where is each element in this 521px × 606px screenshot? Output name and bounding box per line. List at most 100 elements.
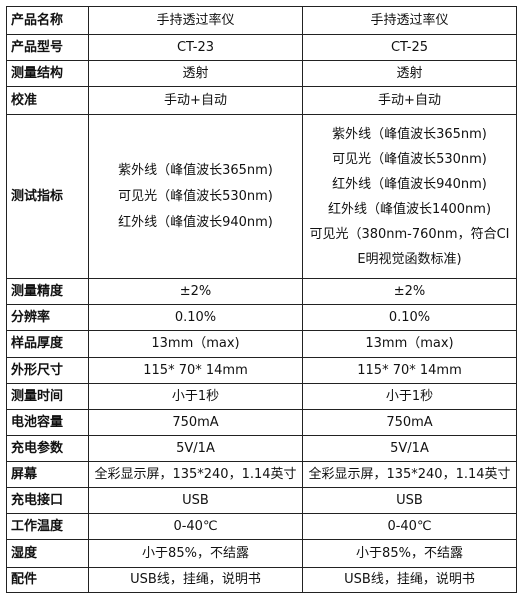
value-text: 全彩显示屏，135*240，1.14英寸 [308, 466, 511, 482]
value-line: 可见光（峰值波长530nm) [118, 188, 273, 204]
row-label: 测量时间 [6, 383, 89, 410]
value-text: 全彩显示屏，135*240，1.14英寸 [94, 466, 297, 482]
value-text: 手动+自动 [378, 92, 441, 108]
ct23-value-cell: 5V/1A [88, 435, 303, 462]
ct23-value-cell: 透射 [88, 60, 303, 87]
value-text: 手持透过率仪 [156, 12, 235, 28]
ct25-value-cell: 紫外线（峰值波长365nm) 可见光（峰值波长530nm) 红外线（峰值波长940n… [302, 114, 517, 279]
ct25-value-cell: 750mA [302, 409, 517, 436]
row-label: 电池容量 [6, 409, 89, 436]
ct23-value-cell: 750mA [88, 409, 303, 436]
table-row: 产品名称 手持透过率仪 手持透过率仪 [6, 6, 517, 35]
table-row: 产品型号 CT-23 CT-25 [6, 34, 517, 61]
row-label: 外形尺寸 [6, 357, 89, 384]
ct23-value-cell: 0.10% [88, 304, 303, 331]
row-label: 测试指标 [6, 114, 89, 279]
row-label: 测量精度 [6, 278, 89, 305]
row-label: 校准 [6, 86, 89, 115]
value-text: 5V/1A [176, 440, 215, 456]
value-text: 小于1秒 [171, 388, 220, 404]
value-text: USB [182, 492, 209, 508]
table-row: 工作温度 0-40℃ 0-40℃ [6, 513, 517, 540]
ct23-value-cell: USB线，挂绳，说明书 [88, 567, 303, 593]
ct25-value-cell: 13mm（max) [302, 330, 517, 358]
row-label: 测量结构 [6, 60, 89, 87]
ct25-value-cell: 115* 70* 14mm [302, 357, 517, 384]
table-row: 测试指标 紫外线（峰值波长365nm) 可见光（峰值波长530nm) 红外线（峰值波长… [6, 114, 517, 279]
ct23-value-cell: ±2% [88, 278, 303, 305]
value-text: 750mA [172, 414, 219, 430]
row-label: 样品厚度 [6, 330, 89, 358]
spec-table: 产品名称 手持透过率仪 手持透过率仪 产品型号 CT-23 CT-25 测量结构 透射 透射 校准… [6, 6, 517, 593]
row-label: 产品名称 [6, 6, 89, 35]
ct25-value-cell: 透射 [302, 60, 517, 87]
table-row: 测量时间 小于1秒 小于1秒 [6, 383, 517, 410]
ct23-value-cell: USB [88, 487, 303, 514]
ct23-value-cell: 115* 70* 14mm [88, 357, 303, 384]
ct25-value-cell: 小于85%，不结露 [302, 539, 517, 568]
value-text: 750mA [386, 414, 433, 430]
value-text: 115* 70* 14mm [143, 362, 248, 378]
table-row: 分辨率 0.10% 0.10% [6, 304, 517, 331]
ct23-value-cell: 13mm（max) [88, 330, 303, 358]
value-text: 手动+自动 [164, 92, 227, 108]
value-text: 115* 70* 14mm [357, 362, 462, 378]
row-label: 充电接口 [6, 487, 89, 514]
value-line: 可见光（380nm-760nm，符合CI [309, 226, 510, 242]
ct23-value-cell: 手持透过率仪 [88, 6, 303, 35]
ct25-value-cell: 小于1秒 [302, 383, 517, 410]
value-text: CT-23 [176, 39, 215, 55]
row-label: 配件 [6, 567, 89, 593]
value-text: 透射 [396, 65, 423, 81]
table-row: 配件 USB线，挂绳，说明书 USB线，挂绳，说明书 [6, 567, 517, 593]
value-text: 小于85%，不结露 [142, 545, 249, 561]
ct25-value-cell: 0-40℃ [302, 513, 517, 540]
ct23-value-cell: CT-23 [88, 34, 303, 61]
ct25-value-cell: 全彩显示屏，135*240，1.14英寸 [302, 461, 517, 488]
value-text: 0-40℃ [173, 518, 218, 534]
value-text: CT-25 [390, 39, 429, 55]
value-text: 小于1秒 [385, 388, 434, 404]
value-text: 手持透过率仪 [370, 12, 449, 28]
table-row: 电池容量 750mA 750mA [6, 409, 517, 436]
ct23-value-cell: 全彩显示屏，135*240，1.14英寸 [88, 461, 303, 488]
value-text: ±2% [179, 283, 212, 299]
ct23-value-cell: 紫外线（峰值波长365nm) 可见光（峰值波长530nm) 红外线（峰值波长940n… [88, 114, 303, 279]
value-line: 红外线（峰值波长940nm) [118, 214, 273, 230]
row-label: 屏幕 [6, 461, 89, 488]
value-line: 红外线（峰值波长940nm) [332, 176, 487, 192]
ct25-value-cell: 手持透过率仪 [302, 6, 517, 35]
row-label: 湿度 [6, 539, 89, 568]
ct25-value-cell: 5V/1A [302, 435, 517, 462]
value-text: USB线，挂绳，说明书 [130, 572, 261, 587]
value-line: E明视觉函数标准) [357, 251, 462, 267]
value-text: 透射 [182, 65, 209, 81]
ct25-value-cell: ±2% [302, 278, 517, 305]
row-label: 工作温度 [6, 513, 89, 540]
value-text: 0-40℃ [387, 518, 432, 534]
table-row: 测量结构 透射 透射 [6, 60, 517, 87]
table-row: 校准 手动+自动 手动+自动 [6, 86, 517, 115]
ct23-value-cell: 0-40℃ [88, 513, 303, 540]
table-row: 外形尺寸 115* 70* 14mm 115* 70* 14mm [6, 357, 517, 384]
row-label: 充电参数 [6, 435, 89, 462]
value-line: 红外线（峰值波长1400nm) [327, 201, 492, 217]
table-row: 湿度 小于85%，不结露 小于85%，不结露 [6, 539, 517, 568]
value-text: 13mm（max) [151, 336, 240, 351]
ct23-value-cell: 小于85%，不结露 [88, 539, 303, 568]
value-text: ±2% [393, 283, 426, 299]
value-text: 0.10% [388, 309, 431, 325]
row-label: 分辨率 [6, 304, 89, 331]
table-row: 屏幕 全彩显示屏，135*240，1.14英寸 全彩显示屏，135*240，1.14… [6, 461, 517, 488]
value-text: 13mm（max) [365, 336, 454, 351]
table-row: 充电参数 5V/1A 5V/1A [6, 435, 517, 462]
ct23-value-cell: 手动+自动 [88, 86, 303, 115]
value-line: 可见光（峰值波长530nm) [332, 151, 487, 167]
table-row: 样品厚度 13mm（max) 13mm（max) [6, 330, 517, 358]
value-line: 紫外线（峰值波长365nm) [118, 162, 273, 178]
ct23-value-cell: 小于1秒 [88, 383, 303, 410]
table-row: 充电接口 USB USB [6, 487, 517, 514]
value-text: 5V/1A [390, 440, 429, 456]
table-row: 测量精度 ±2% ±2% [6, 278, 517, 305]
value-text: USB [396, 492, 423, 508]
